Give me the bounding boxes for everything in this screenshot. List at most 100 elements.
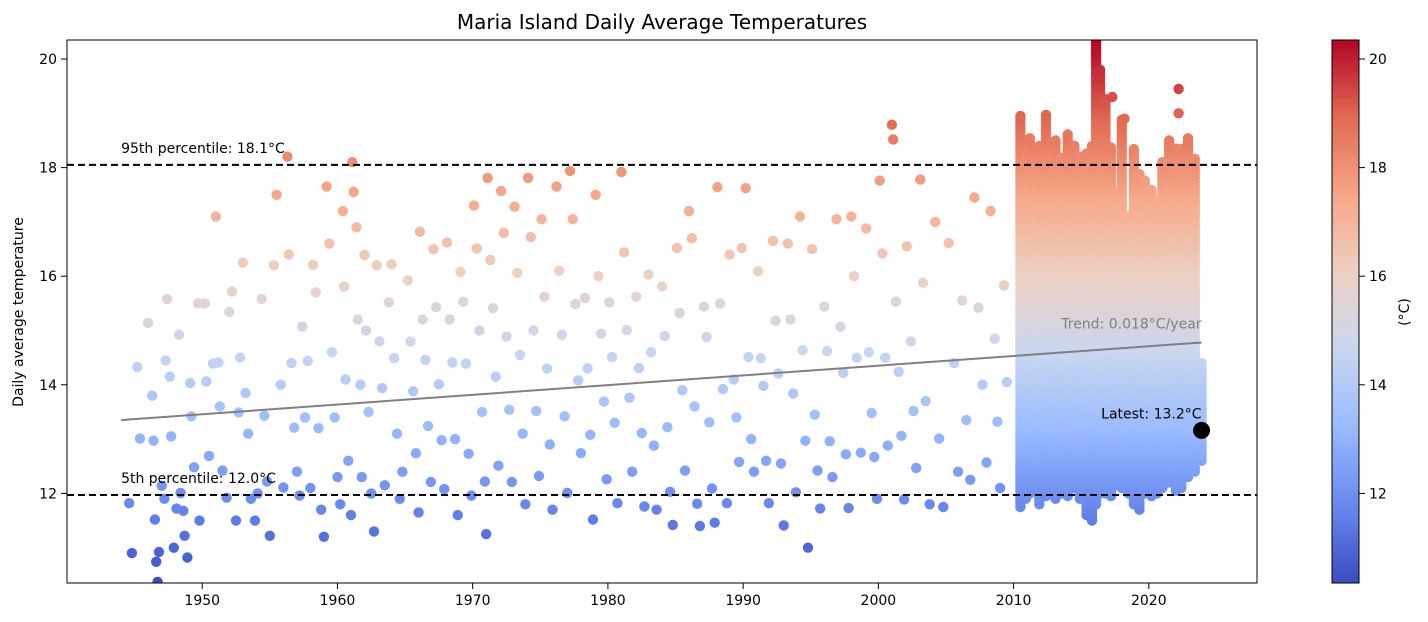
scatter-point bbox=[1105, 142, 1117, 153]
scatter-point bbox=[360, 325, 372, 336]
scatter-point bbox=[606, 351, 618, 363]
scatter-point bbox=[767, 235, 779, 247]
scatter-point bbox=[877, 248, 888, 259]
scatter-point bbox=[452, 509, 463, 521]
scatter-point bbox=[283, 249, 294, 260]
y-tick-label: 16 bbox=[39, 269, 57, 285]
scatter-point bbox=[256, 293, 267, 305]
chart-title: Maria Island Daily Average Temperatures bbox=[457, 10, 867, 34]
y-tick-label: 18 bbox=[39, 161, 57, 177]
scatter-point bbox=[203, 450, 215, 462]
scatter-point bbox=[509, 201, 520, 212]
x-axis: 1950 1960 1970 1980 1990 2000 2010 2020 bbox=[184, 583, 1167, 609]
y-tick-label: 20 bbox=[39, 52, 57, 68]
x-tick-label: 1960 bbox=[320, 593, 356, 609]
scatter-point bbox=[575, 448, 587, 459]
scatter-point bbox=[1119, 113, 1130, 124]
scatter-point bbox=[514, 349, 526, 361]
scatter-point bbox=[305, 482, 316, 494]
scatter-point bbox=[436, 435, 447, 446]
scatter-point bbox=[667, 519, 678, 531]
scatter-point bbox=[441, 237, 453, 248]
scatter-point bbox=[493, 460, 504, 471]
scatter-point bbox=[512, 267, 523, 279]
scatter-point bbox=[547, 504, 558, 515]
scatter-point bbox=[237, 257, 248, 268]
scatter-point bbox=[335, 499, 346, 510]
scatter-point bbox=[648, 440, 660, 451]
scatter-point bbox=[351, 222, 362, 233]
scatter-point bbox=[624, 392, 635, 403]
latest-point bbox=[1193, 421, 1211, 439]
scatter-point bbox=[213, 357, 224, 368]
scatter-point bbox=[366, 488, 377, 499]
scatter-point bbox=[479, 476, 491, 487]
scatter-point bbox=[476, 406, 488, 418]
scatter-point bbox=[282, 151, 293, 162]
scatter-point bbox=[573, 375, 584, 386]
scatter-point bbox=[915, 174, 926, 185]
scatter-point bbox=[379, 480, 390, 491]
scatter-point bbox=[164, 371, 175, 382]
scatter-point bbox=[343, 455, 354, 466]
scatter-point bbox=[268, 260, 280, 271]
scatter-point bbox=[199, 298, 211, 309]
scatter-point bbox=[631, 291, 642, 302]
colorbar-tick-label: 12 bbox=[1369, 486, 1387, 502]
scatter-point bbox=[998, 280, 1010, 291]
scatter-point bbox=[564, 165, 576, 177]
scatter-point bbox=[226, 286, 238, 297]
scatter-point bbox=[329, 412, 340, 423]
scatter-point bbox=[408, 386, 419, 397]
scatter-point bbox=[487, 303, 499, 314]
scatter-point bbox=[809, 409, 820, 420]
scatter-point bbox=[126, 547, 138, 559]
scatter-point bbox=[911, 462, 922, 474]
scatter-point bbox=[989, 333, 1000, 344]
colorbar-tick-label: 14 bbox=[1369, 378, 1387, 394]
scatter-point bbox=[471, 243, 482, 254]
scatter-point bbox=[210, 211, 221, 222]
scatter-point bbox=[930, 216, 941, 228]
scatter-point bbox=[701, 331, 712, 343]
scatter-point bbox=[291, 466, 303, 477]
scatter-point bbox=[259, 410, 270, 421]
scatter-point bbox=[893, 366, 904, 377]
scatter-point bbox=[286, 357, 297, 369]
scatter-point bbox=[587, 514, 599, 525]
scatter-point bbox=[616, 166, 627, 178]
scatter-point bbox=[679, 465, 691, 476]
scatter-point bbox=[541, 363, 553, 374]
scatter-point bbox=[821, 345, 833, 357]
scatter-point bbox=[184, 378, 196, 389]
scatter-point bbox=[151, 556, 162, 567]
scatter-point bbox=[1062, 129, 1073, 140]
scatter-point bbox=[1146, 184, 1157, 196]
scatter-point bbox=[321, 181, 332, 192]
scatter-point bbox=[683, 205, 695, 217]
y-tick-label: 14 bbox=[39, 378, 57, 394]
scatter-point bbox=[920, 395, 931, 407]
scatter-point bbox=[748, 466, 760, 477]
latest-label: Latest: 13.2°C bbox=[1101, 406, 1202, 422]
scatter-point bbox=[712, 182, 723, 193]
scatter-point bbox=[559, 411, 570, 422]
scatter-point bbox=[601, 474, 612, 485]
scatter-point bbox=[422, 420, 434, 432]
scatter-point bbox=[556, 329, 568, 340]
scatter-point bbox=[240, 387, 251, 399]
scatter-point bbox=[439, 483, 450, 495]
colorbar-tick-label: 16 bbox=[1369, 269, 1387, 285]
scatter-point bbox=[770, 315, 781, 326]
scatter-point bbox=[1173, 83, 1184, 95]
scatter-point bbox=[797, 344, 808, 356]
scatter-point bbox=[490, 371, 501, 382]
scatter-point bbox=[368, 526, 380, 537]
scatter-point bbox=[299, 412, 311, 423]
scatter-point bbox=[1090, 40, 1102, 47]
scatter-point bbox=[794, 211, 806, 222]
x-tick-label: 2020 bbox=[1131, 593, 1167, 609]
scatter-point bbox=[444, 314, 455, 325]
scatter-point bbox=[1001, 376, 1012, 388]
scatter-point bbox=[339, 281, 350, 292]
